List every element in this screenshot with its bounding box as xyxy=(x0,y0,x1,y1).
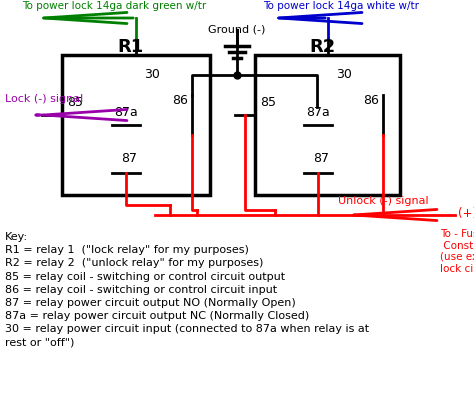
Text: Ground (-): Ground (-) xyxy=(208,24,266,34)
Text: 87: 87 xyxy=(121,152,137,166)
Text: 85: 85 xyxy=(67,97,83,109)
Text: To - Fused 12v +
 Constant power
(use existing power
lock circuit breaker?): To - Fused 12v + Constant power (use exi… xyxy=(440,229,474,274)
Bar xyxy=(62,55,210,195)
Bar xyxy=(255,55,400,195)
Text: 30: 30 xyxy=(336,69,352,81)
Text: R1: R1 xyxy=(118,38,144,56)
Text: Lock (-) signal: Lock (-) signal xyxy=(5,94,83,104)
Text: (+): (+) xyxy=(458,207,474,219)
Text: Key:
R1 = relay 1  ("lock relay" for my purposes)
R2 = relay 2  ("unlock relay" : Key: R1 = relay 1 ("lock relay" for my p… xyxy=(5,232,369,348)
Text: 87a: 87a xyxy=(306,107,330,119)
Text: 86: 86 xyxy=(172,95,188,107)
Text: 86: 86 xyxy=(363,95,379,107)
Text: 85: 85 xyxy=(260,97,276,109)
Text: Unlock (-) signal: Unlock (-) signal xyxy=(338,196,428,206)
Text: 87a: 87a xyxy=(114,107,138,119)
Text: 30: 30 xyxy=(144,69,160,81)
Text: 87: 87 xyxy=(313,152,329,166)
Text: To power lock 14ga dark green w/tr: To power lock 14ga dark green w/tr xyxy=(22,1,206,11)
Text: To power lock 14ga white w/tr: To power lock 14ga white w/tr xyxy=(263,1,419,11)
Text: R2: R2 xyxy=(310,38,336,56)
